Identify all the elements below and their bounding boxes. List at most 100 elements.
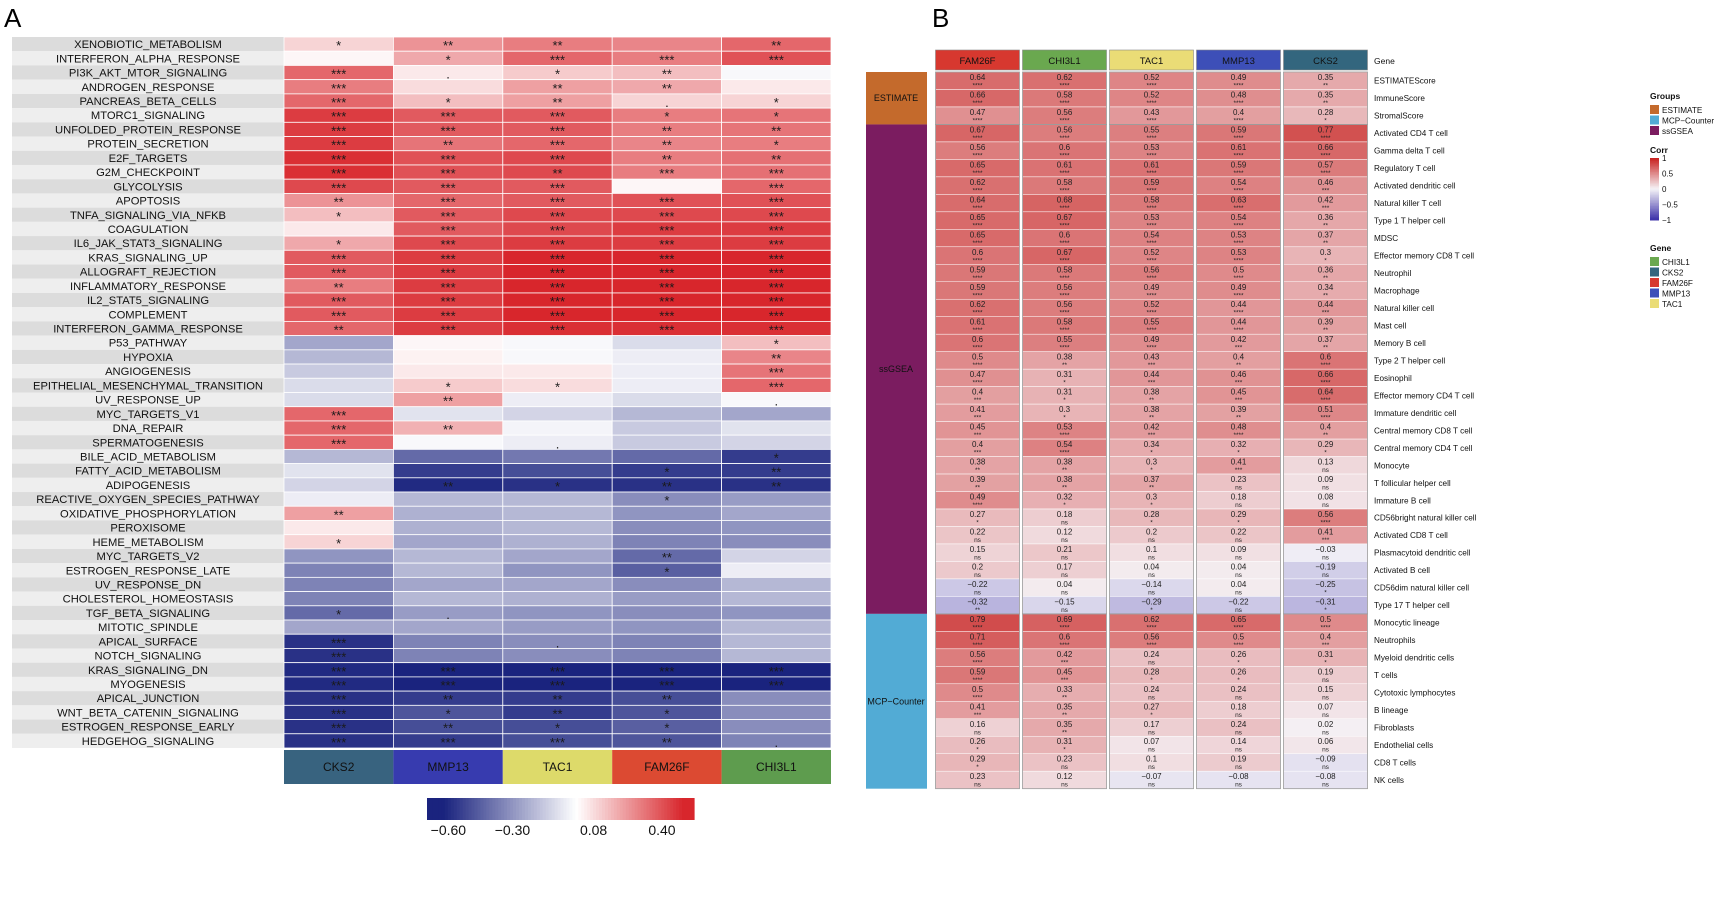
b-cell-value: 0.53 [1231,248,1247,257]
b-gene-header-label-mmp13: MMP13 [1222,56,1255,67]
a-legend-swatch [465,798,470,820]
a-star-pancreas-beta-cells-cks2: *** [331,95,346,110]
b-row-label-t-follicular-helper-cell: T follicular helper cell [1374,479,1451,488]
b-cell-signif: * [1324,450,1327,457]
a-cell-glycolysis-fam26f [611,178,723,194]
a-cell-uv-response-up-fam26f [611,392,723,408]
b-cell-value: 0.29 [1231,510,1247,519]
a-legend-swatch [634,798,639,820]
b-cell-value: 0.38 [1057,353,1073,362]
b-cell-signif: **** [1059,100,1070,107]
b-cell-value: 0.58 [1057,178,1073,187]
b-legend-corr-swatch [1650,161,1659,164]
a-row-label-bg-inflammatory-response [12,278,284,293]
b-cell-signif: ns [1322,467,1330,474]
b-cell-value: −0.14 [1141,580,1162,589]
b-cell-value: 0.51 [1318,405,1334,414]
a-cell-reactive-oxygen-species-pathway-tac1 [502,491,613,507]
b-cell-value: 0.56 [970,650,986,659]
a-star-interferon-alpha-response-fam26f: *** [659,52,674,67]
b-cell-signif: **** [1146,345,1157,352]
a-cell-mitotic-spindle-mmp13 [392,619,504,635]
b-row-label-estimatescore: ESTIMATEScore [1374,77,1436,86]
b-cell-value: 0.57 [1318,160,1334,169]
b-cell-signif: ns [974,537,982,544]
a-cell-fatty-acid-metabolism-tac1 [502,463,613,479]
a-row-label-bg-notch-signaling [12,648,284,663]
a-row-label-bg-dna-repair [12,420,284,436]
b-legend-corr-swatch [1650,189,1659,192]
a-row-label-bg-il2-stat5-signaling [12,292,284,308]
a-gene-label-cks2: CKS2 [323,760,355,774]
a-legend-swatch [581,798,585,820]
b-cell-signif: ns [1235,502,1243,509]
a-star-g2m-checkpoint-tac1: ** [552,166,562,181]
b-cell-value: 0.41 [970,405,986,414]
b-cell-signif: ns [1235,554,1243,561]
a-legend-swatch [477,798,481,820]
b-cell-signif: *** [1235,397,1243,404]
b-cell-signif: * [1324,257,1327,264]
a-star-e2f-targets-cks2: *** [331,152,346,167]
b-cell-signif: ns [1322,572,1330,579]
b-cell-value: 0.46 [1318,178,1334,187]
b-cell-value: 0.32 [1057,493,1073,502]
b-cell-signif: **** [1146,187,1157,194]
a-row-label-bg-fatty-acid-metabolism [12,463,284,478]
b-cell-value: 0.26 [970,737,986,746]
a-row-label-il2-stat5-signaling: IL2_STAT5_SIGNALING [87,295,209,307]
b-legend-corr-swatch [1650,187,1659,190]
b-cell-signif: **** [1059,240,1070,247]
a-row-label-bg-peroxisome [12,520,284,535]
b-cell-value: 0.41 [1318,527,1334,536]
a-star-complement-chi3l1: *** [769,308,784,323]
b-cell-signif: *** [1148,362,1156,369]
b-cell-value: 0.62 [1057,73,1073,82]
b-cell-value: 0.5 [972,353,984,362]
b-cell-signif: ** [975,467,981,474]
b-cell-value: 0.31 [1057,388,1073,397]
a-star-il2-stat5-signaling-tac1: *** [550,294,565,309]
b-cell-signif: **** [1146,205,1157,212]
b-cell-signif: * [1237,659,1240,666]
a-cell-angiogenesis-cks2 [283,363,394,379]
a-star-kras-signaling-up-mmp13: *** [441,251,456,266]
a-cell-oxidative-phosphorylation-mmp13 [392,505,504,521]
b-cell-signif: * [1063,380,1066,387]
b-group-label-estimate: ESTIMATE [874,93,918,103]
b-cell-signif: **** [972,222,983,229]
b-legend-corr-swatch [1650,192,1659,195]
b-row-label-effector-memory-cd4-t-cell: Effector memory CD4 T cell [1374,391,1474,400]
b-cell-value: 0.04 [1231,580,1247,589]
a-legend-swatch [667,798,671,820]
b-cell-value: 0.3 [1146,458,1158,467]
a-cell-androgen-response-chi3l1 [721,79,832,95]
a-cell-apical-surface-mmp13 [392,633,504,649]
a-star-estrogen-response-early-cks2: *** [331,721,346,736]
a-legend-swatch [495,798,499,820]
b-legend-gene-label-chi3l1: CHI3L1 [1662,258,1690,267]
b-cell-signif: **** [972,380,983,387]
b-cell-value: 0.49 [1231,73,1247,82]
a-star-unfolded-protein-response-cks2: *** [331,123,346,138]
b-row-label-natural-killer-t-cell: Natural killer T cell [1374,199,1441,208]
b-row-label-b-lineage: B lineage [1374,706,1409,715]
b-cell-value: 0.2 [1146,527,1158,536]
b-legend-corr-swatch [1650,167,1659,170]
b-cell-signif: * [976,520,979,527]
a-star-g2m-checkpoint-mmp13: *** [441,166,456,181]
a-star-inflammatory-response-fam26f: *** [659,280,674,295]
b-cell-value: 0.31 [1057,737,1073,746]
a-star-kras-signaling-up-fam26f: *** [659,251,674,266]
a-cell-fatty-acid-metabolism-mmp13 [392,463,504,479]
b-cell-signif: * [1150,467,1153,474]
b-cell-signif: ** [1323,100,1329,107]
a-cell-androgen-response-mmp13 [392,79,504,95]
b-legend-gene-title: Gene [1650,243,1672,253]
b-cell-signif: **** [1233,432,1244,439]
b-cell-value: 0.67 [1057,248,1073,257]
b-row-label-natural-killer-cell: Natural killer cell [1374,304,1434,313]
a-cell-dna-repair-tac1 [502,420,613,436]
a-star-complement-mmp13: *** [441,308,456,323]
b-cell-value: 0.18 [1057,510,1073,519]
